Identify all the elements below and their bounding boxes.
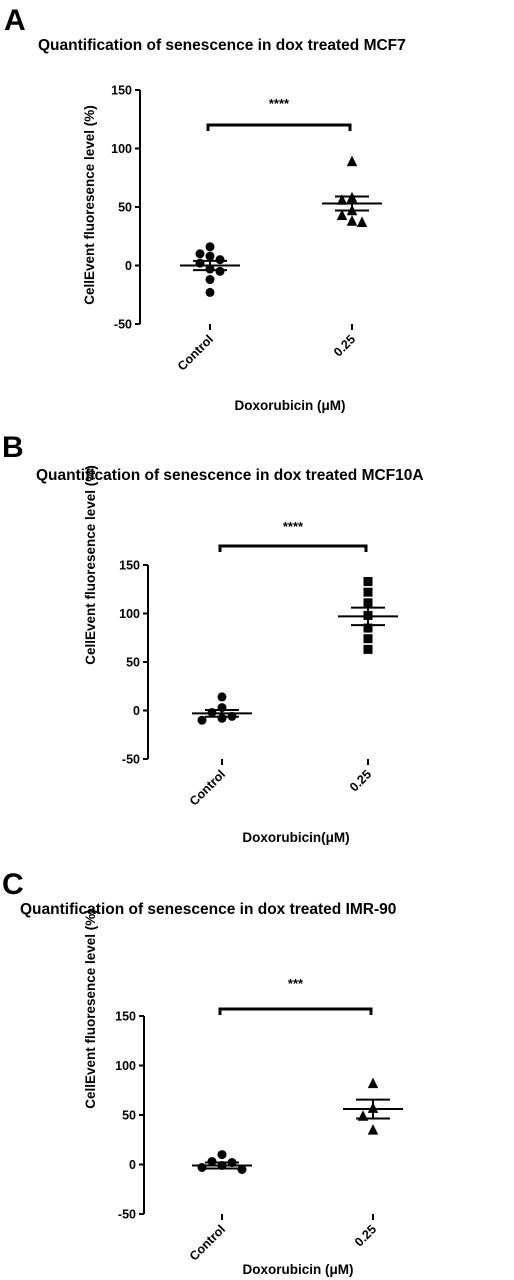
data-point (205, 251, 215, 261)
series-0 (192, 692, 252, 725)
series-1 (322, 155, 382, 227)
data-point (363, 623, 373, 633)
y-tick-label: 150 (115, 1010, 136, 1024)
panel-c: C Quantification of senescence in dox tre… (0, 862, 514, 1280)
y-tick-label: 50 (118, 201, 132, 215)
x-tick-label: 0.25 (347, 767, 374, 794)
series-1 (338, 576, 398, 654)
data-point (195, 249, 205, 259)
data-point (346, 155, 358, 167)
x-axis-label: Doxorubicin (μM) (243, 1262, 354, 1277)
y-tick-label: 50 (122, 1109, 136, 1123)
significance-label: *** (288, 976, 304, 991)
panel-letter: C (2, 868, 24, 901)
data-point (205, 287, 215, 297)
x-tick-label: 0.25 (331, 332, 358, 359)
panel-letter: B (2, 431, 24, 464)
y-tick-label: 100 (111, 142, 132, 156)
significance-label: **** (269, 96, 290, 111)
y-tick-label: 100 (119, 607, 140, 621)
data-point (363, 576, 373, 586)
y-tick-label: -50 (114, 318, 132, 332)
data-point (197, 715, 207, 725)
chart-a: A Quantification of senescence in dox tre… (4, 4, 406, 413)
data-point (363, 587, 373, 597)
data-point (215, 266, 225, 276)
y-tick-label: -50 (118, 1208, 136, 1222)
y-tick-label: 150 (111, 84, 132, 98)
data-point (217, 1150, 227, 1160)
data-point (367, 1077, 379, 1089)
data-point (205, 242, 215, 252)
x-tick-label: 0.25 (352, 1222, 379, 1249)
y-axis-label: CellEvent fluoresence level (%) (82, 105, 97, 305)
data-point (217, 692, 227, 702)
chart-title: Quantification of senescence in dox trea… (36, 467, 424, 484)
data-point (356, 216, 368, 227)
data-point (363, 634, 373, 644)
significance-bracket (218, 544, 368, 552)
y-tick-label: 0 (133, 704, 140, 718)
series-0 (180, 242, 240, 297)
data-point (336, 209, 348, 220)
x-tick-label: Control (187, 1222, 228, 1263)
y-tick-label: 150 (119, 559, 140, 573)
chart-title: Quantification of senescence in dox trea… (20, 901, 396, 918)
series-0 (192, 1150, 252, 1174)
significance-bracket (206, 123, 352, 131)
y-tick-label: -50 (122, 753, 140, 767)
y-tick-label: 0 (129, 1158, 136, 1172)
panel-b: B Quantification of senescence in dox tre… (0, 425, 514, 855)
x-tick-label: Control (175, 332, 216, 373)
significance-bracket (218, 1007, 373, 1015)
data-point (363, 598, 373, 608)
y-tick-label: 0 (125, 259, 132, 273)
data-point (336, 194, 348, 205)
panel-letter: A (4, 4, 26, 37)
x-axis-label: Doxorubicin(μM) (242, 830, 349, 845)
chart-b: B Quantification of senescence in dox tre… (2, 431, 424, 845)
chart-title: Quantification of senescence in dox trea… (38, 37, 406, 54)
data-point (205, 275, 215, 285)
series-1 (343, 1077, 403, 1135)
significance-label: **** (283, 519, 304, 534)
y-tick-label: 100 (115, 1059, 136, 1073)
x-axis-label: Doxorubicin (μM) (235, 398, 346, 413)
data-point (237, 1164, 247, 1174)
y-axis-label: CellEvent fluoresence level (%) (83, 909, 98, 1109)
data-point (363, 644, 373, 654)
data-point (215, 255, 225, 265)
y-axis-label: CellEvent fluoresence level (%) (83, 465, 98, 665)
data-point (346, 215, 358, 226)
data-point (367, 1124, 379, 1135)
y-tick-label: 50 (126, 656, 140, 670)
x-tick-label: Control (187, 767, 228, 808)
panel-a: A Quantification of senescence in dox tre… (0, 0, 514, 420)
